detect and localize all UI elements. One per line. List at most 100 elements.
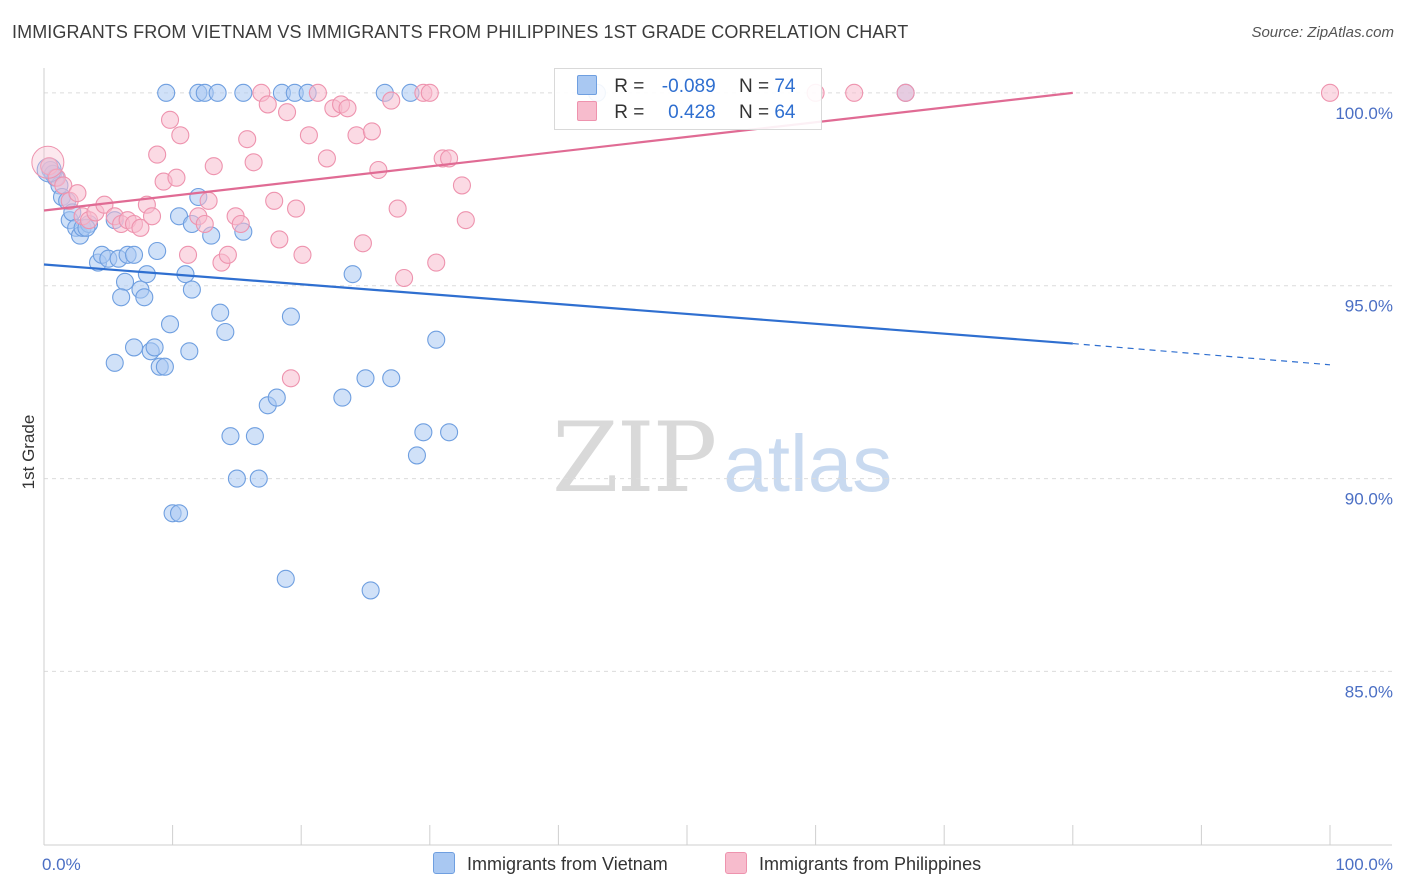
data-point-philippines [382, 91, 401, 110]
data-point-philippines [452, 176, 472, 195]
bottom-legend-philippines: Immigrants from Philippines [725, 852, 981, 875]
data-point-vietnam [245, 427, 264, 446]
data-point-philippines [238, 130, 257, 149]
x-tick-label: 100.0% [1335, 855, 1393, 874]
data-point-vietnam [148, 241, 167, 261]
data-point-philippines [142, 207, 162, 226]
bottom-legend-vietnam: Immigrants from Vietnam [433, 852, 668, 875]
data-point-vietnam [227, 469, 246, 488]
data-point-vietnam [276, 569, 295, 588]
data-point-vietnam [160, 315, 180, 334]
vietnam-swatch [577, 75, 597, 95]
data-point-philippines [347, 126, 366, 145]
data-point-philippines [456, 211, 475, 230]
data-point-philippines [148, 145, 167, 164]
data-point-philippines [308, 83, 327, 102]
series-philippines-points [31, 83, 1340, 388]
chart-title: IMMIGRANTS FROM VIETNAM VS IMMIGRANTS FR… [12, 22, 909, 42]
data-point-philippines [244, 153, 263, 172]
data-point-philippines [420, 83, 439, 102]
data-point-philippines [395, 268, 414, 288]
data-point-vietnam [112, 288, 131, 307]
data-point-vietnam [124, 338, 144, 357]
data-point-vietnam [414, 423, 433, 442]
data-point-philippines [218, 245, 237, 264]
legend-row-philippines: R = 0.428 N = 64 [577, 101, 795, 127]
y-tick-label: 95.0% [1345, 297, 1393, 316]
vietnam-n-value: 74 [774, 76, 796, 97]
x-tick-label: 0.0% [42, 855, 81, 874]
data-point-philippines [231, 214, 250, 234]
data-point-philippines [167, 168, 186, 187]
data-point-philippines [317, 149, 336, 168]
trend-line-extension-vietnam [1072, 342, 1331, 366]
data-point-philippines [54, 176, 73, 195]
data-point-philippines [195, 214, 214, 234]
data-point-philippines [68, 184, 87, 203]
data-point-philippines [160, 110, 180, 129]
data-point-vietnam [361, 581, 380, 600]
correlation-legend: R = -0.089 N = 74 R = 0.428 N = 64 [554, 68, 822, 130]
grid-lines [44, 92, 1392, 672]
data-point-philippines [338, 99, 357, 118]
trend-line-philippines [43, 91, 1073, 212]
data-point-philippines [204, 157, 223, 176]
data-point-vietnam [137, 265, 156, 284]
data-point-vietnam [211, 303, 230, 322]
y-tick-label: 90.0% [1345, 490, 1393, 509]
y-axis-title: 1st Grade [19, 415, 38, 490]
data-point-vietnam [124, 245, 144, 264]
data-point-philippines [369, 160, 388, 180]
data-point-vietnam [382, 369, 401, 388]
data-point-philippines-large [31, 145, 65, 179]
data-point-vietnam [115, 272, 135, 291]
data-point-vietnam [182, 280, 201, 299]
data-point-vietnam [208, 83, 227, 102]
data-point-vietnam [281, 307, 300, 326]
data-point-vietnam [180, 342, 199, 361]
source-credit: Source: ZipAtlas.com [1251, 24, 1394, 41]
data-point-philippines [265, 191, 284, 210]
axes [43, 68, 1392, 846]
data-point-philippines [896, 83, 915, 102]
data-point-vietnam [216, 322, 235, 342]
data-point-philippines [171, 126, 190, 145]
data-point-vietnam [427, 330, 446, 349]
y-tick-label: 85.0% [1345, 682, 1393, 701]
bottom-philippines-swatch [725, 852, 747, 874]
legend-row-vietnam: R = -0.089 N = 74 [577, 75, 795, 101]
data-point-vietnam [145, 338, 164, 357]
data-point-philippines [258, 95, 277, 114]
data-point-vietnam [333, 388, 352, 407]
philippines-n-value: 64 [774, 102, 796, 123]
data-point-philippines [270, 230, 289, 249]
data-point-vietnam [234, 83, 253, 102]
data-point-vietnam [155, 357, 174, 376]
data-point-philippines [845, 83, 864, 102]
vietnam-n-label: N = [738, 76, 770, 97]
trend-lines [43, 91, 1331, 366]
vietnam-r-label: R = [614, 76, 645, 97]
data-point-philippines [131, 218, 150, 237]
data-point-vietnam [105, 353, 124, 372]
data-point-philippines [281, 369, 300, 388]
data-point-philippines [287, 199, 306, 218]
data-point-philippines [199, 191, 218, 210]
data-point-philippines [362, 122, 381, 141]
data-point-vietnam [343, 265, 362, 284]
tick-labels: 85.0% 90.0% 95.0% 100.0% 0.0% 100.0% [42, 104, 1393, 874]
data-point-vietnam [157, 83, 176, 102]
data-point-vietnam [267, 388, 286, 407]
trend-line-vietnam [43, 263, 1073, 345]
data-point-vietnam [440, 423, 459, 442]
data-point-philippines [388, 199, 407, 218]
data-point-vietnam [221, 427, 240, 446]
data-point-vietnam [356, 369, 375, 388]
philippines-r-label: R = [614, 102, 645, 123]
philippines-r-value: 0.428 [668, 102, 716, 123]
data-point-philippines [427, 253, 446, 272]
data-point-vietnam [135, 288, 154, 307]
data-point-philippines [278, 103, 297, 122]
data-point-philippines [293, 245, 312, 264]
